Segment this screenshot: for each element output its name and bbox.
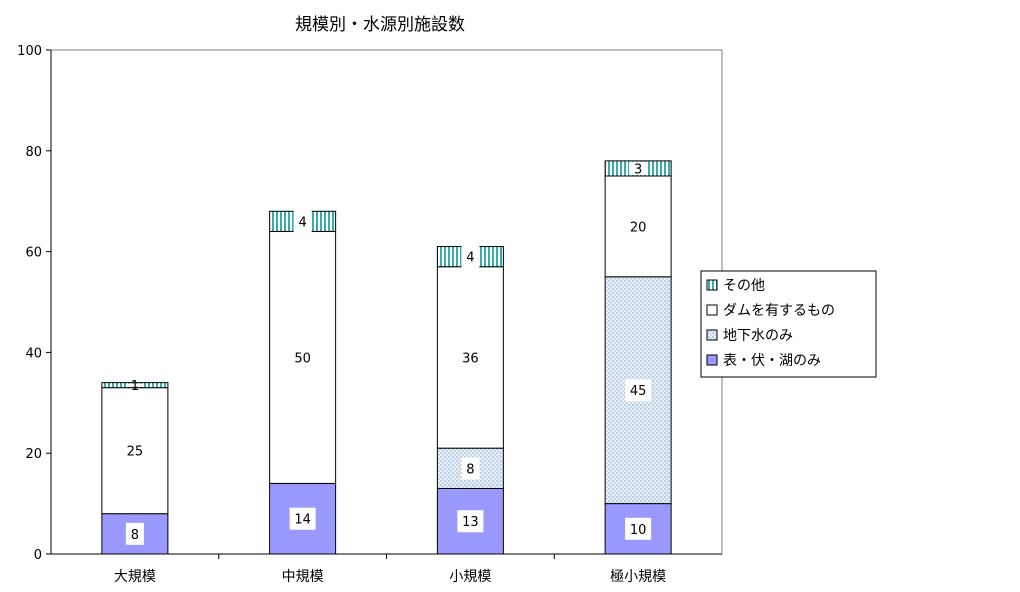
y-tick-label: 100: [17, 44, 42, 59]
data-label-bg: [289, 507, 316, 530]
category-label: 小規模: [449, 569, 491, 585]
data-label: 13: [462, 515, 479, 530]
data-label: 3: [634, 162, 642, 177]
data-label: 50: [294, 351, 311, 366]
chart-title: 規模別・水源別施設数: [295, 15, 465, 35]
category-label: 極小規模: [610, 569, 666, 585]
bars: 8 25 1 14 50 4 13 8 36 4 10 45 20 3: [101, 160, 672, 555]
axes: 0 20 40 60 80 100 大規模 中規模 小規模 極小規模: [17, 44, 723, 585]
legend-swatch: [706, 329, 718, 341]
data-label: 8: [131, 528, 139, 543]
data-label-bg: [457, 346, 484, 369]
data-label-bg: [457, 510, 484, 533]
data-label-bg: [461, 245, 480, 268]
legend-label: ダムを有するもの: [723, 303, 835, 319]
y-tick-label: 80: [25, 145, 42, 160]
data-label-bg: [121, 439, 148, 462]
y-tick-label: 20: [25, 447, 42, 462]
data-label-bg: [293, 210, 312, 233]
data-label: 4: [298, 215, 306, 230]
data-label: 36: [462, 351, 479, 366]
data-label-bg: [625, 517, 652, 540]
data-label: 20: [630, 220, 647, 235]
category-label: 大規模: [114, 569, 156, 585]
data-label: 25: [127, 445, 144, 460]
data-label: 45: [630, 384, 647, 399]
legend-label: 表・伏・湖のみ: [723, 353, 821, 369]
y-tick-label: 40: [25, 346, 42, 361]
y-tick-label: 60: [25, 246, 42, 261]
category-label: 中規模: [282, 569, 324, 585]
legend-box: [700, 270, 877, 378]
legend-label: 地下水のみ: [723, 328, 793, 344]
data-label-bg: [461, 457, 480, 480]
data-label: 14: [294, 513, 311, 528]
legend-swatch: [706, 354, 718, 366]
legend-swatch: [706, 279, 718, 291]
data-label-bg: [125, 383, 144, 387]
legend-swatch: [706, 304, 718, 316]
data-label-bg: [625, 215, 652, 238]
data-label-bg: [289, 346, 316, 369]
legend-label: その他: [723, 278, 765, 294]
data-label: 4: [466, 251, 474, 266]
data-label: 10: [630, 523, 647, 538]
data-label-bg: [125, 522, 144, 545]
data-label-bg: [625, 379, 652, 402]
y-tick-label: 0: [34, 548, 42, 563]
data-label: 8: [466, 462, 474, 477]
data-label-bg: [629, 161, 648, 175]
data-label: 1: [131, 379, 139, 394]
